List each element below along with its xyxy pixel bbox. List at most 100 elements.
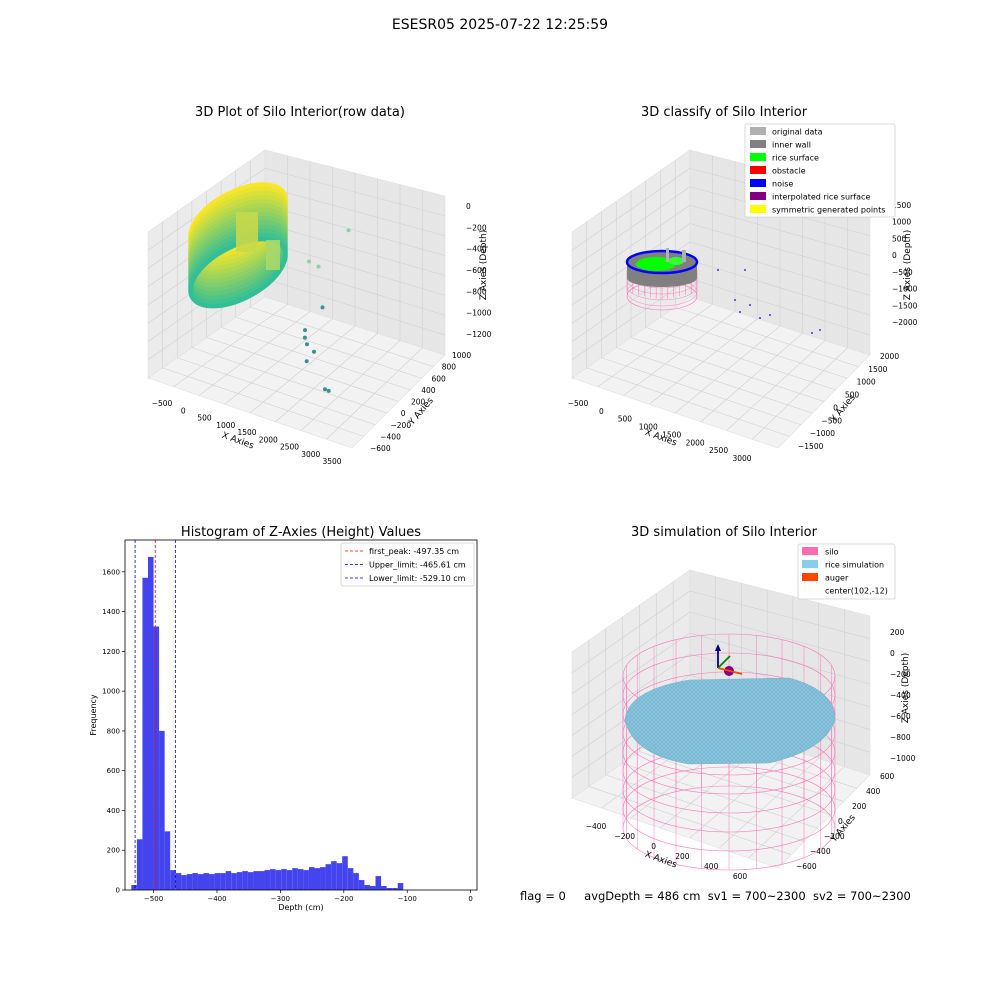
status-avg-depth: avgDepth = 486 cm	[584, 889, 701, 903]
panel-histogram: Histogram of Z-Axies (Height) Values −50…	[89, 525, 478, 912]
panel4-z-ticks: −1000 −800 −600 −400 −200 0 200	[890, 628, 916, 763]
inner-wall-bottom	[627, 269, 697, 287]
z-tick-label: −1000	[890, 754, 916, 763]
panel1-z-ticks: −1200 −1000 −800 −600 −400 −200 0	[466, 202, 492, 339]
legend-swatch	[802, 586, 818, 594]
histogram-bar	[153, 626, 160, 890]
outlier-point	[305, 342, 309, 347]
histogram-bar	[264, 870, 271, 890]
y-tick-label: 200	[852, 802, 867, 811]
y-tick-label: 0	[401, 409, 406, 418]
outlier-point	[302, 335, 307, 340]
panel1-outliers	[302, 228, 351, 393]
y-tick-label: 600	[880, 772, 895, 781]
x-tick-label: 2500	[709, 446, 728, 455]
grid-line	[689, 204, 871, 256]
z-tick-label: −2000	[892, 318, 918, 327]
grid-line	[326, 347, 423, 440]
histogram-bar	[225, 871, 232, 890]
panel4-title: 3D simulation of Silo Interior	[631, 525, 818, 540]
histogram-bar	[214, 873, 221, 890]
y-tick-label: 400	[866, 787, 881, 796]
histogram-bar	[203, 873, 210, 890]
histogram-bar	[220, 873, 226, 890]
histogram-bar	[292, 868, 298, 891]
outlier-point	[303, 328, 307, 333]
grid-line	[264, 168, 446, 217]
histogram-bar	[175, 873, 182, 890]
outlier-point	[346, 228, 351, 233]
x-tick-label: 600	[733, 872, 748, 881]
grid-line	[700, 333, 803, 422]
panel2-classified-points	[625, 248, 821, 334]
histogram-bar	[131, 885, 137, 890]
z-tick-label: −1500	[892, 301, 918, 310]
grid-line	[571, 204, 691, 287]
figure-title: ESESR05 2025-07-22 12:25:59	[391, 17, 609, 33]
panel2-legend: original data inner wall rice surface obsta…	[744, 123, 896, 218]
noise-point	[744, 269, 746, 271]
grid-line	[206, 337, 399, 402]
original-data-points	[682, 250, 686, 262]
z-tick-label: 200	[890, 628, 905, 637]
histogram-bar	[270, 869, 276, 890]
x-tick-label: −200	[614, 832, 635, 841]
z-tick-label: −1000	[466, 309, 492, 318]
rice-surface-points	[668, 257, 684, 265]
x-tick-label: −300	[271, 895, 290, 903]
y-tick-label: 600	[107, 767, 120, 775]
legend-label: inner wall	[772, 141, 811, 150]
y-tick-label: 400	[421, 386, 436, 395]
status-sv2: sv2 = 700~2300	[812, 889, 911, 903]
grid-line	[660, 316, 848, 379]
y-tick-label: 2000	[880, 352, 899, 361]
histogram-bar	[397, 883, 404, 890]
grid-line	[752, 347, 848, 440]
z-tick-label: 1000	[892, 218, 911, 227]
legend-frame	[744, 123, 896, 218]
x-tick-label: −200	[334, 895, 353, 903]
panel-classify-3d: 3D classify of Silo Interior −500 0 500 100…	[568, 105, 918, 463]
panel2-grid	[571, 155, 871, 440]
status-sv1: sv1 = 700~2300	[707, 889, 806, 903]
panel2-title: 3D classify of Silo Interior	[641, 105, 808, 120]
grid-line	[571, 186, 691, 269]
noise-point	[769, 314, 771, 316]
legend-swatch	[802, 573, 818, 581]
outlier-point	[312, 349, 316, 354]
grid-line	[571, 632, 691, 715]
histogram-bar	[164, 831, 171, 890]
histogram-bar	[286, 870, 293, 890]
y-tick-label: 200	[107, 847, 120, 855]
histogram-bar	[331, 861, 337, 890]
histogram-bar	[314, 868, 321, 891]
histogram-bar	[358, 880, 365, 890]
histogram-bar	[281, 869, 287, 890]
grid-line	[235, 316, 422, 379]
legend-swatch	[750, 153, 766, 161]
legend-frame	[797, 543, 896, 600]
grid-line	[689, 590, 871, 640]
grid-line	[275, 333, 378, 422]
histogram-reference-lines	[134, 540, 176, 890]
grid-line	[645, 327, 836, 391]
grid-line	[689, 632, 871, 685]
legend-label: silo	[825, 548, 839, 557]
y-tick-label: 500	[845, 391, 860, 400]
x-tick-label: 500	[197, 414, 212, 423]
grid-line	[571, 168, 691, 251]
legend-label: rice simulation	[825, 561, 884, 570]
histogram-frame	[124, 539, 478, 891]
legend-swatch	[750, 179, 766, 187]
grid-line	[689, 611, 871, 662]
legend-label: center(102,-12)	[825, 587, 888, 596]
y-tick-label: 1000	[452, 351, 471, 360]
grid-line	[605, 774, 805, 842]
y-tick-label: 400	[107, 807, 120, 815]
grid-line	[689, 749, 794, 839]
z-tick-label: 500	[892, 234, 907, 243]
rice-simulation-surface	[624, 677, 836, 765]
point-cloud-inner-wall	[236, 212, 258, 252]
auger-axis-y	[717, 655, 731, 669]
status-line: flag = 0 avgDepth = 486 cm sv1 = 700~230…	[520, 889, 911, 903]
